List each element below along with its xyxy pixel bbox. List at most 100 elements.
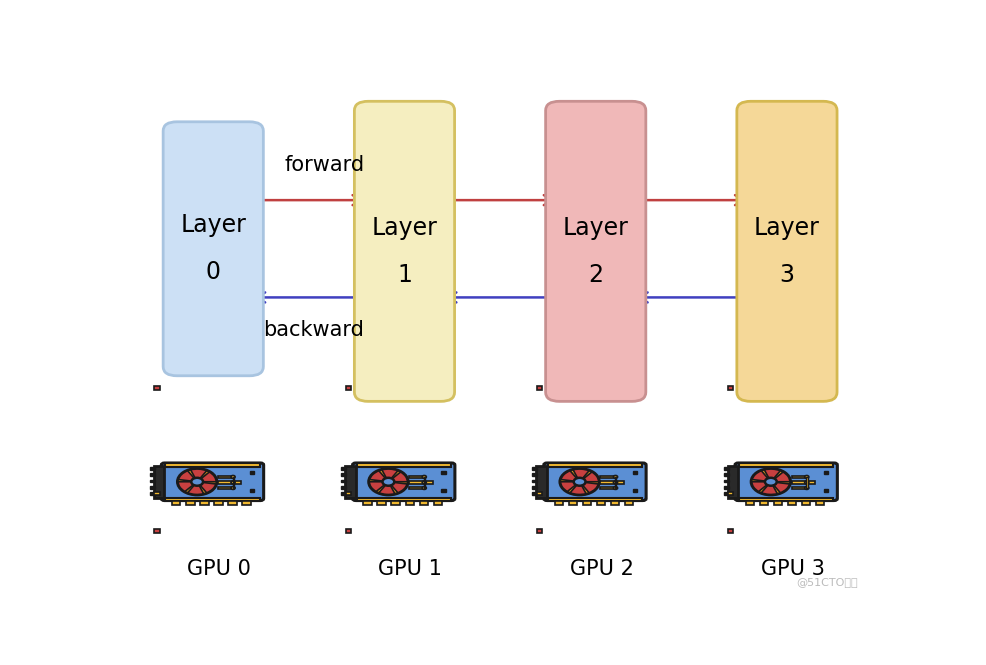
Bar: [599, 487, 615, 489]
Wedge shape: [197, 481, 216, 493]
Circle shape: [612, 481, 617, 484]
Bar: [214, 501, 223, 505]
Wedge shape: [560, 481, 579, 491]
Text: GPU 0: GPU 0: [187, 559, 250, 579]
Bar: [172, 501, 180, 505]
FancyBboxPatch shape: [161, 463, 263, 501]
Text: GPU 1: GPU 1: [378, 559, 442, 579]
Bar: [759, 501, 767, 505]
Bar: [727, 465, 738, 498]
Bar: [531, 473, 537, 476]
Wedge shape: [190, 469, 206, 481]
Text: @51CTO博客: @51CTO博客: [796, 577, 857, 587]
Bar: [441, 489, 445, 491]
Bar: [823, 489, 827, 491]
Wedge shape: [178, 471, 197, 481]
Bar: [441, 471, 445, 474]
Bar: [409, 475, 424, 478]
Bar: [547, 463, 641, 467]
FancyBboxPatch shape: [735, 463, 836, 501]
Text: backward: backward: [263, 321, 364, 340]
FancyBboxPatch shape: [545, 101, 645, 402]
Text: Layer
1: Layer 1: [371, 216, 437, 287]
FancyBboxPatch shape: [543, 463, 646, 501]
Bar: [723, 486, 728, 489]
Bar: [531, 492, 537, 495]
Bar: [823, 471, 827, 474]
Bar: [802, 501, 810, 505]
Bar: [536, 529, 541, 533]
Bar: [739, 463, 832, 467]
Bar: [218, 487, 234, 489]
Circle shape: [559, 469, 599, 495]
Text: Layer
3: Layer 3: [753, 216, 819, 287]
Circle shape: [382, 477, 393, 485]
Bar: [582, 501, 591, 505]
Bar: [341, 467, 346, 470]
Bar: [218, 481, 242, 483]
Bar: [723, 492, 728, 495]
Wedge shape: [573, 469, 589, 481]
Bar: [723, 467, 728, 470]
Bar: [200, 501, 208, 505]
Bar: [341, 473, 346, 476]
Wedge shape: [369, 481, 387, 491]
Bar: [773, 501, 782, 505]
Bar: [150, 492, 155, 495]
Bar: [787, 501, 796, 505]
Circle shape: [191, 477, 203, 485]
Wedge shape: [197, 472, 216, 481]
Bar: [632, 471, 636, 474]
Wedge shape: [370, 471, 387, 481]
Bar: [243, 501, 250, 505]
Bar: [228, 501, 237, 505]
Text: Layer
0: Layer 0: [180, 213, 246, 284]
Bar: [345, 386, 351, 390]
Bar: [728, 529, 733, 533]
Bar: [791, 475, 807, 478]
Wedge shape: [382, 469, 397, 481]
Bar: [599, 481, 623, 483]
Bar: [150, 467, 155, 470]
Circle shape: [422, 475, 426, 478]
Bar: [723, 473, 728, 476]
Bar: [155, 491, 160, 495]
Bar: [345, 465, 355, 498]
Text: GPU 2: GPU 2: [569, 559, 633, 579]
FancyBboxPatch shape: [352, 463, 455, 501]
Bar: [345, 529, 351, 533]
Bar: [745, 501, 753, 505]
Bar: [377, 501, 386, 505]
Circle shape: [231, 475, 235, 478]
Bar: [150, 479, 155, 482]
FancyBboxPatch shape: [163, 122, 263, 376]
Wedge shape: [751, 481, 770, 491]
Bar: [341, 492, 346, 495]
Bar: [531, 467, 537, 470]
Wedge shape: [387, 481, 406, 493]
Wedge shape: [178, 481, 197, 491]
Bar: [614, 477, 615, 488]
Circle shape: [573, 477, 585, 485]
Bar: [249, 489, 254, 491]
Bar: [356, 463, 451, 467]
Wedge shape: [760, 481, 777, 495]
Bar: [409, 487, 424, 489]
Wedge shape: [387, 472, 407, 481]
Bar: [791, 487, 807, 489]
Bar: [531, 479, 537, 482]
Wedge shape: [770, 481, 789, 493]
Wedge shape: [770, 472, 789, 481]
FancyBboxPatch shape: [737, 101, 836, 402]
Wedge shape: [579, 472, 598, 481]
Bar: [554, 501, 562, 505]
Bar: [597, 501, 604, 505]
Circle shape: [368, 469, 408, 495]
Wedge shape: [763, 469, 780, 481]
Bar: [233, 477, 234, 488]
Bar: [155, 386, 160, 390]
Text: forward: forward: [284, 154, 364, 174]
Bar: [341, 486, 346, 489]
Bar: [150, 486, 155, 489]
Circle shape: [422, 481, 426, 484]
